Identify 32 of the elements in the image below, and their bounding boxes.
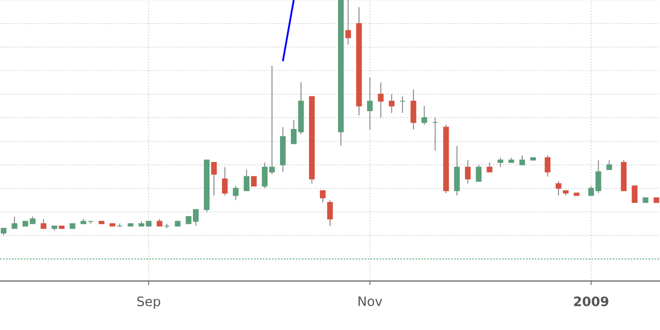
candlestick	[544, 154, 550, 178]
candlestick	[498, 157, 504, 168]
candlestick	[454, 146, 460, 196]
candlestick	[388, 94, 394, 114]
candlestick	[211, 162, 217, 196]
candlestick	[116, 223, 123, 226]
candlestick	[40, 218, 46, 229]
candlestick	[432, 117, 438, 152]
x-tick-label: 2009	[574, 296, 608, 306]
candlestick	[519, 154, 526, 166]
candlestick	[320, 190, 326, 203]
candlestick	[606, 160, 612, 170]
candlestick	[476, 164, 482, 182]
x-tick-label: Nov	[358, 296, 382, 306]
candlestick	[345, 0, 351, 46]
candlestick	[421, 106, 428, 126]
candlestick	[164, 223, 170, 229]
candlestick	[244, 169, 250, 192]
candlestick	[410, 89, 416, 130]
x-tick-label: Sep	[137, 296, 160, 309]
candlestick	[251, 176, 257, 186]
candlestick	[400, 96, 406, 114]
candlestick	[327, 200, 333, 226]
candlestick	[464, 160, 471, 184]
candlestick	[632, 186, 638, 203]
candlestick	[232, 186, 239, 201]
candlestick	[12, 216, 18, 229]
candlestick	[556, 180, 562, 196]
candlestick	[378, 82, 384, 118]
candlestick	[486, 162, 492, 172]
candlestick	[367, 77, 373, 130]
candlestick	[222, 166, 228, 196]
